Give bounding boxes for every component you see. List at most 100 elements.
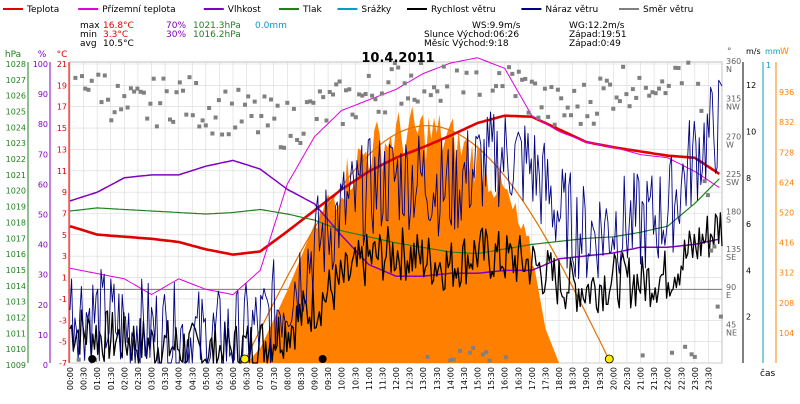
temperature-tick-label: -1 — [59, 295, 67, 304]
x-tick-label: 02:00 — [120, 367, 129, 390]
wind-direction-point — [373, 97, 378, 102]
wind-direction-point — [601, 86, 606, 91]
wind-direction-point — [102, 73, 107, 78]
x-tick-label: 07:30 — [270, 367, 279, 390]
wind-direction-point — [718, 314, 723, 319]
wind-speed-tick-label: 12 — [746, 81, 756, 90]
wind-direction-point — [657, 86, 661, 91]
temperature-tick-label: 1 — [62, 274, 67, 283]
wind-direction-point — [213, 115, 218, 120]
wind-direction-point — [291, 106, 296, 111]
wind-direction-point — [396, 65, 401, 70]
moon-marker — [88, 355, 97, 363]
x-tick-label: 22:00 — [664, 367, 673, 390]
wind-direction-point — [272, 116, 277, 121]
wind-direction-point — [458, 348, 463, 353]
wind-direction-point — [132, 89, 137, 94]
pressure-tick-label: 1021 — [6, 171, 26, 180]
wind-direction-point — [337, 79, 342, 84]
temperature-tick-label: -3 — [59, 316, 67, 325]
humidity-tick-label: 80 — [38, 120, 48, 129]
solar-tick-label: 728 — [779, 148, 794, 157]
wind-direction-point — [565, 105, 570, 110]
wind-direction-point — [490, 88, 495, 93]
x-tick-label: 06:30 — [243, 367, 252, 390]
wind-direction-point — [712, 244, 717, 249]
wind-direction-point — [699, 108, 704, 113]
wind-direction-point — [298, 141, 303, 145]
humidity-tick-label: 40 — [38, 241, 48, 250]
wind-direction-point — [419, 61, 423, 65]
sun-info: Slunce Východ:06:26 — [424, 30, 519, 40]
stats-min-press: 1016.2hPa — [193, 30, 241, 40]
stats-min-temp: 3.3°C — [103, 30, 128, 40]
wind-direction-point — [181, 88, 185, 93]
wind-direction-point — [451, 357, 456, 362]
x-tick-label: 08:00 — [283, 367, 292, 390]
x-tick-label: 06:00 — [229, 367, 238, 390]
wind-speed-tick-label: 10 — [746, 127, 756, 136]
wind-direction-point — [666, 83, 671, 88]
direction-tick-dir: SE — [726, 253, 736, 262]
wind-direction-point — [432, 85, 436, 90]
sun-set: Západ:19:51 — [569, 30, 627, 40]
astro-markers — [88, 354, 614, 364]
wind-direction-point — [399, 101, 404, 106]
wind-direction-point — [334, 82, 339, 87]
wind-direction-point — [135, 86, 140, 91]
wind-direction-point — [510, 71, 515, 76]
x-tick-label: 16:30 — [514, 367, 523, 390]
wind-direction-point — [409, 73, 414, 78]
wind-direction-point — [314, 117, 319, 121]
direction-tick-label: 180 — [726, 208, 741, 217]
wind-direction-point — [304, 100, 309, 105]
stats-max-rain: 0.0mm — [255, 21, 287, 31]
solar-tick-label: 416 — [779, 239, 794, 248]
humidity-tick-label: 30 — [38, 271, 48, 280]
direction-tick-label: 45 — [726, 320, 736, 329]
wind-direction-point — [555, 87, 560, 92]
wind-direction-point — [562, 113, 567, 118]
wind-direction-point — [591, 121, 596, 126]
humidity-tick-label: 10 — [38, 331, 48, 340]
x-tick-label: 18:00 — [555, 367, 564, 390]
wind-direction-point — [715, 304, 720, 309]
wind-speed-tick-label: 4 — [746, 266, 751, 275]
stats-avg-temp: 10.5°C — [103, 39, 134, 49]
x-tick-label: 11:00 — [365, 367, 374, 390]
pressure-tick-label: 1024 — [6, 123, 26, 132]
temperature-tick-label: -7 — [59, 359, 67, 368]
direction-tick-label: 270 — [726, 132, 741, 141]
wind-direction-point — [448, 358, 453, 363]
x-tick-label: 00:30 — [80, 367, 89, 390]
pressure-tick-label: 1010 — [6, 345, 26, 354]
stats-max-press: 1021.3hPa — [193, 21, 241, 31]
wind-direction-point — [154, 124, 159, 129]
x-tick-label: 05:00 — [202, 367, 211, 390]
temperature-tick-label: 15 — [57, 124, 67, 133]
x-tick-label: 21:30 — [650, 367, 659, 390]
series-line — [69, 159, 720, 277]
wind-direction-point — [96, 72, 101, 77]
wind-direction-point — [223, 89, 228, 94]
direction-tick-label: 90 — [726, 283, 736, 292]
wind-direction-point — [295, 138, 300, 142]
wind-direction-point — [422, 89, 427, 94]
x-tick-label: 23:00 — [691, 367, 700, 390]
wind-direction-point — [670, 350, 674, 355]
legend-label: Vlhkost — [228, 5, 261, 15]
humidity-tick-label: 90 — [38, 90, 48, 99]
solar-unit: W — [780, 47, 789, 57]
wind-direction-point — [679, 81, 684, 86]
pressure-tick-label: 1028 — [6, 60, 26, 69]
wind-direction-point — [249, 114, 254, 118]
x-tick-label: 04:00 — [175, 367, 184, 390]
wind-direction-point — [226, 132, 231, 137]
temperature-tick-label: -5 — [59, 338, 67, 347]
solar-tick-label: 312 — [779, 269, 794, 278]
wind-direction-point — [164, 89, 169, 94]
pressure-tick-label: 1020 — [6, 187, 26, 196]
pressure-tick-label: 1013 — [6, 298, 26, 307]
x-tick-label: 12:30 — [406, 367, 415, 390]
x-tick-label: 03:00 — [148, 367, 157, 390]
